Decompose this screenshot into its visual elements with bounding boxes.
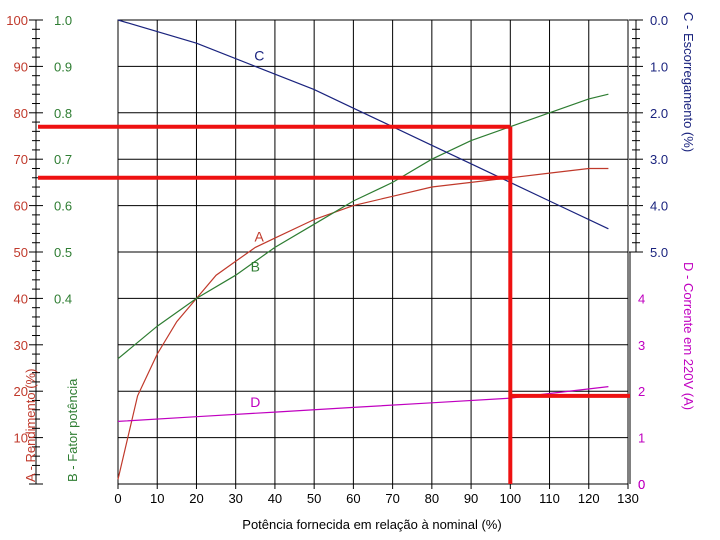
grid [117,19,629,485]
y-axis-a-tick-label: 30 [14,338,28,353]
axes: 0 10 20 30 40 50 60 70 80 90 100 110 120 130102030405… [6,13,668,506]
x-tick-label: 70 [385,491,399,506]
y-axis-d-tick-label: 0 [638,477,645,492]
y-axis-title-c: C - Escorregamento (%) [681,12,696,152]
x-tick-label: 20 [189,491,203,506]
series-c-label: C [254,47,264,63]
x-tick-label: 60 [346,491,360,506]
y-axis-a-tick-label: 80 [14,106,28,121]
y-axis-a-tick-label: 10 [14,431,28,446]
y-axis-title-b: B - Fator potência [65,378,80,482]
labels: Potência fornecida em relação à nominal … [23,12,696,532]
x-tick-label: 40 [268,491,282,506]
y-axis-c-tick-label: 4.0 [650,199,668,214]
series-b-label: B [251,258,260,274]
highlight-lines [38,124,630,484]
y-axis-a-tick-label: 50 [14,245,28,260]
series-d-label: D [250,394,260,410]
y-axis-b-tick-label: 0.9 [54,59,72,74]
x-tick-label: 130 [617,491,639,506]
y-axis-a-tick-label: 70 [14,152,28,167]
y-axis-a-tick-label: 60 [14,199,28,214]
y-axis-c-tick-label: 5.0 [650,245,668,260]
y-axis-a-tick-label: 20 [14,384,28,399]
y-axis-c-tick-label: 1.0 [650,59,668,74]
x-tick-label: 120 [578,491,600,506]
x-tick-label: 90 [464,491,478,506]
x-tick-label: 110 [539,491,560,506]
x-tick-label: 0 [114,491,121,506]
y-axis-a-tick-label: 100 [6,13,28,28]
x-tick-label: 100 [499,491,521,506]
y-axis-b-tick-label: 0.8 [54,106,72,121]
x-tick-label: 10 [150,491,164,506]
y-axis-c-tick-label: 2.0 [650,106,668,121]
series-b-line [117,93,609,360]
y-axis-b-tick-label: 0.7 [54,152,72,167]
x-tick-label: 50 [307,491,321,506]
series-a-label: A [255,229,265,245]
x-axis-title: Potência fornecida em relação à nominal … [242,517,501,532]
y-axis-title-d: D - Corrente em 220V (A) [681,262,696,410]
y-axis-b-tick-label: 0.6 [54,199,72,214]
y-axis-title-a: A - Rendimento (%) [23,369,38,482]
y-axis-d-tick-label: 3 [638,338,645,353]
y-axis-a-tick-label: 90 [14,59,28,74]
x-tick-label: 30 [228,491,242,506]
y-axis-b-tick-label: 1.0 [54,13,72,28]
x-tick-label: 80 [425,491,439,506]
y-axis-b-tick-label: 0.4 [54,291,72,306]
y-axis-d-tick-label: 0 [638,477,645,492]
y-axis-d-tick-label: 1 [638,431,645,446]
y-axis-a-tick-label: 40 [14,291,28,306]
y-axis-b-tick-label: 0.5 [54,245,72,260]
y-axis-d-tick-label: 4 [638,291,645,306]
y-axis-c-tick-label: 3.0 [650,152,668,167]
y-axis-c-tick-label: 0.0 [650,13,668,28]
series-a-line [117,167,609,480]
y-axis-d-tick-label: 2 [638,384,645,399]
